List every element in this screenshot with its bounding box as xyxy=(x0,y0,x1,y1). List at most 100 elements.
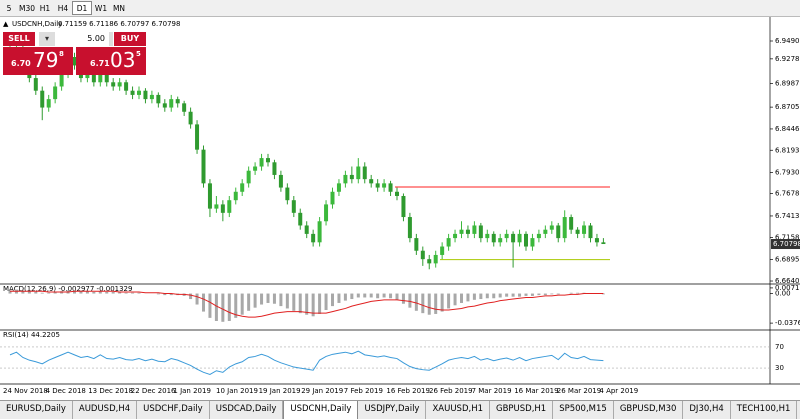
candle-body xyxy=(169,99,174,108)
candle-body xyxy=(188,111,193,125)
macd-bar xyxy=(401,293,405,304)
candle-body xyxy=(182,103,187,112)
x-tick-label: 1 Jan 2019 xyxy=(173,387,211,395)
x-tick-label: 7 Mar 2019 xyxy=(472,387,512,395)
candle-body xyxy=(40,90,45,108)
macd-bar xyxy=(27,291,31,294)
buy-button[interactable]: BUY xyxy=(114,32,146,46)
macd-bar xyxy=(518,293,522,297)
timeframe-button[interactable]: H1 xyxy=(39,4,51,13)
candle-body xyxy=(227,200,232,213)
chart-tab[interactable]: SP500,M15 xyxy=(553,401,614,419)
y-tick-label: 6.66405 xyxy=(775,277,800,285)
macd-bar xyxy=(356,293,360,298)
macd-bar xyxy=(434,293,438,314)
chart-tab[interactable]: XAUUSD,H1 xyxy=(426,401,490,419)
macd-bar xyxy=(550,293,554,295)
macd-signal xyxy=(10,290,604,318)
macd-label: MACD(12,26,9) -0.002977 -0.001329 xyxy=(3,285,132,293)
chart-tab[interactable]: USDCNH,Daily xyxy=(283,401,359,419)
timeframe-button[interactable]: W1 xyxy=(94,4,108,13)
candle-body xyxy=(395,191,399,196)
timeframe-button[interactable]: H4 xyxy=(57,4,69,13)
lots-down[interactable]: ▾ xyxy=(39,32,55,46)
macd-bar xyxy=(214,293,218,321)
macd-bar xyxy=(421,293,425,314)
candle-body xyxy=(420,250,425,260)
timeframe-button[interactable]: MN xyxy=(112,4,126,13)
x-tick-label: 26 Mar 2019 xyxy=(557,387,601,395)
chart-tab[interactable]: TECH100,H1 xyxy=(731,401,798,419)
candle-body xyxy=(104,69,109,83)
timeframe-button[interactable]: D1 xyxy=(72,1,92,15)
sell-price[interactable]: 6.70 79 8 xyxy=(3,47,73,75)
macd-bar xyxy=(453,293,457,306)
macd-bar xyxy=(124,292,128,294)
macd-bar xyxy=(343,293,347,301)
macd-bar xyxy=(53,291,57,294)
chart-tab[interactable]: USDCAD,Daily xyxy=(210,401,284,419)
macd-bar xyxy=(260,293,264,305)
macd-bar xyxy=(40,292,44,294)
macd-bar xyxy=(137,292,141,294)
candle-body xyxy=(517,233,522,243)
y-tick-label: -0.037688 xyxy=(775,319,800,327)
macd-bar xyxy=(34,291,38,294)
chart-tab[interactable]: AUDUSD,H4 xyxy=(73,401,138,419)
timeframe-toolbar: 5 M30 H1 H4 D1 W1 MN xyxy=(0,0,800,17)
price-big: 6.71 xyxy=(90,59,110,68)
candle-body xyxy=(59,73,64,87)
candle-body xyxy=(53,86,58,100)
macd-bar xyxy=(556,293,560,295)
candle-body xyxy=(195,124,200,150)
x-tick-label: 29 Jan 2019 xyxy=(301,387,343,395)
candle-body xyxy=(536,233,541,239)
candle-body xyxy=(111,82,116,87)
macd-bar xyxy=(460,293,463,303)
macd-bar xyxy=(21,290,25,294)
chart-tab[interactable]: GBPUSD,M30 xyxy=(614,401,684,419)
chart-tab[interactable]: USDCHF,Daily xyxy=(137,401,210,419)
sell-button[interactable]: SELL xyxy=(3,32,35,46)
candle-body xyxy=(311,233,316,243)
macd-bar xyxy=(427,293,431,315)
macd-bar xyxy=(8,290,12,294)
buy-price[interactable]: 6.71 03 5 xyxy=(76,47,146,75)
y-tick-label: 6.94900 xyxy=(775,37,800,45)
timeframe-button[interactable]: M30 xyxy=(18,4,35,13)
macd-bar xyxy=(131,292,135,294)
y-tick-label: 6.71580 xyxy=(775,233,800,241)
chart-tab[interactable]: EURUSD,Daily xyxy=(0,401,73,419)
chart-background xyxy=(0,17,800,400)
macd-bar xyxy=(524,293,528,296)
macd-bar xyxy=(47,292,51,294)
x-tick-label: 4 Apr 2019 xyxy=(599,387,638,395)
chart-tab[interactable]: USDJPY,Daily xyxy=(358,401,427,419)
x-tick-label: 10 Jan 2019 xyxy=(216,387,258,395)
macd-bar xyxy=(479,293,483,300)
macd-bar xyxy=(111,291,115,294)
candle-body xyxy=(530,238,535,247)
macd-bar xyxy=(324,293,328,311)
price-frac: 5 xyxy=(136,50,141,58)
candle-body xyxy=(240,183,245,192)
macd-bar xyxy=(447,293,451,309)
candle-body xyxy=(336,183,341,192)
lots-up[interactable] xyxy=(109,32,113,46)
candle-body xyxy=(388,183,393,192)
price-frac: 8 xyxy=(59,50,64,58)
chart-tab[interactable]: DJ30,H4 xyxy=(683,401,731,419)
candle-body xyxy=(33,78,38,91)
chart-tab[interactable]: GBPUSD,H1 xyxy=(490,401,554,419)
macd-bar xyxy=(369,293,373,298)
candle-body xyxy=(246,170,251,184)
x-tick-label: 26 Feb 2019 xyxy=(429,387,473,395)
macd-bar xyxy=(363,293,367,298)
timeframe-button[interactable]: 5 xyxy=(6,4,12,13)
macd-bar xyxy=(537,293,541,296)
macd-bar xyxy=(163,293,167,296)
candle-body xyxy=(524,233,528,247)
one-click-trading: SELL ▾ 5.00 BUY 6.70 79 8 6.71 03 5 xyxy=(3,32,146,76)
x-tick-label: 4 Dec 2018 xyxy=(46,387,86,395)
lots-input[interactable]: 5.00 xyxy=(55,32,109,46)
